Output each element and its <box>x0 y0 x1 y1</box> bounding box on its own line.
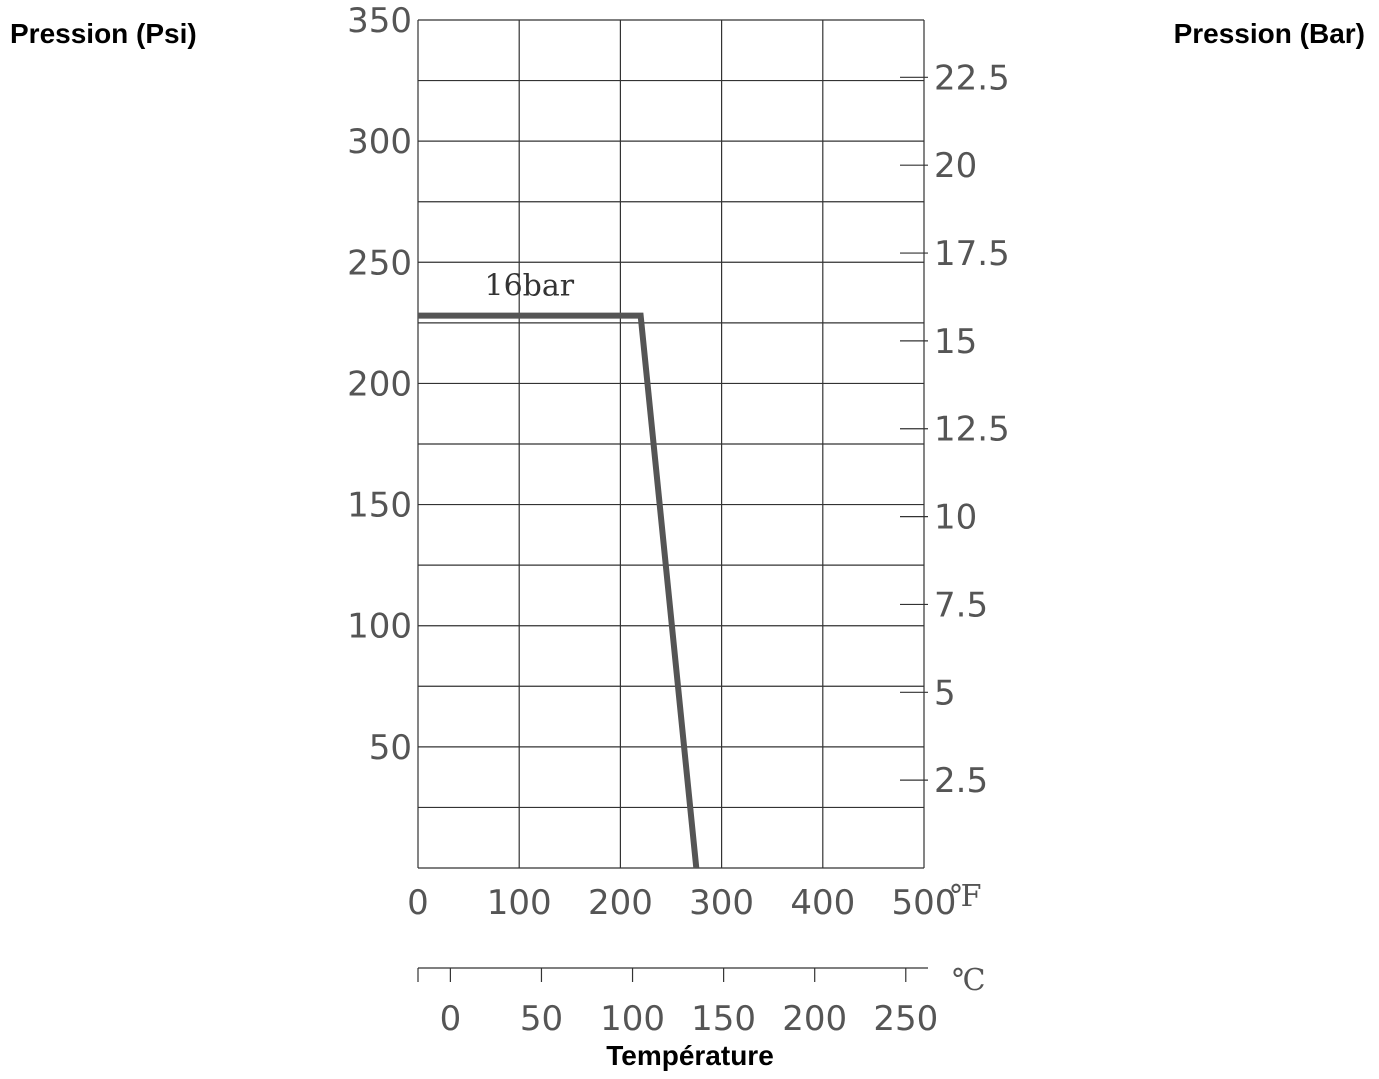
y-right-tick-label: 15 <box>934 322 977 362</box>
x-primary-tick-label: 500 <box>892 883 957 923</box>
y-right-tick-label: 10 <box>934 498 977 538</box>
y-left-tick-label: 150 <box>347 486 412 526</box>
x-secondary-tick-label: 200 <box>782 999 847 1039</box>
x-axis-ticks: 0 100 200 300 400 500℉ <box>407 879 981 923</box>
y-right-tick-label: 7.5 <box>934 585 988 625</box>
right-axis-ticks: 22.5 20 17.5 15 12.5 10 7.5 5 2.5 <box>900 58 1010 801</box>
series-label: 16bar <box>485 269 575 304</box>
left-axis-title: Pression (Psi) <box>10 18 197 49</box>
y-right-tick-label: 17.5 <box>934 234 1010 274</box>
x-secondary-tick-label: 50 <box>520 999 563 1039</box>
y-left-tick-label: 300 <box>347 122 412 162</box>
chart-grid <box>417 19 925 869</box>
series-line <box>418 312 700 869</box>
x-primary-unit: ℉ <box>950 879 981 914</box>
y-left-tick-label: 250 <box>347 243 412 283</box>
y-right-tick-label: 2.5 <box>934 761 988 801</box>
x-secondary-tick-label: 150 <box>691 999 756 1039</box>
x-primary-tick-label: 300 <box>689 883 754 923</box>
y-right-tick-label: 12.5 <box>934 410 1010 450</box>
y-right-tick-label: 5 <box>934 673 956 713</box>
y-left-tick-label: 350 <box>347 1 412 41</box>
x-secondary-tick-label: 250 <box>873 999 938 1039</box>
x-primary-tick-label: 400 <box>790 883 855 923</box>
right-axis-title: Pression (Bar) <box>1173 18 1365 49</box>
x-axis-title: Température <box>606 1040 774 1071</box>
x-secondary-unit: ℃ <box>952 963 986 998</box>
celsius-axis: 0 50 100 150 200 250 ℃ <box>417 963 986 1039</box>
x-primary-tick-label: 200 <box>588 883 653 923</box>
x-secondary-tick-label: 100 <box>600 999 665 1039</box>
series-layer: 16bar <box>418 269 700 869</box>
left-axis-ticks: 350 300 250 200 150 100 50 <box>347 1 412 768</box>
y-right-tick-label: 20 <box>934 146 977 186</box>
y-right-tick-label: 22.5 <box>934 58 1010 98</box>
x-primary-tick-label: 100 <box>487 883 552 923</box>
y-left-tick-label: 50 <box>369 728 412 768</box>
x-secondary-tick-label: 0 <box>440 999 462 1039</box>
y-left-tick-label: 100 <box>347 607 412 647</box>
y-left-tick-label: 200 <box>347 364 412 404</box>
x-primary-tick-label: 0 <box>407 883 429 923</box>
